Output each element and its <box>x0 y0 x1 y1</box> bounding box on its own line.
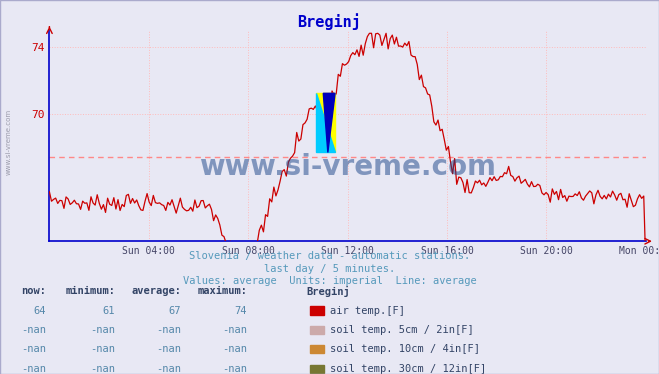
Text: soil temp. 30cm / 12in[F]: soil temp. 30cm / 12in[F] <box>330 364 486 374</box>
Text: -nan: -nan <box>90 364 115 374</box>
Text: soil temp. 5cm / 2in[F]: soil temp. 5cm / 2in[F] <box>330 325 473 335</box>
Text: -nan: -nan <box>156 364 181 374</box>
Text: maximum:: maximum: <box>197 286 247 296</box>
Text: -nan: -nan <box>21 344 46 355</box>
Text: Breginj: Breginj <box>298 13 361 30</box>
Polygon shape <box>324 94 335 153</box>
Text: 67: 67 <box>169 306 181 316</box>
Text: air temp.[F]: air temp.[F] <box>330 306 405 316</box>
Text: 61: 61 <box>103 306 115 316</box>
Text: -nan: -nan <box>156 344 181 355</box>
Text: average:: average: <box>131 286 181 296</box>
Text: www.si-vreme.com: www.si-vreme.com <box>199 153 496 181</box>
Text: last day / 5 minutes.: last day / 5 minutes. <box>264 264 395 274</box>
Text: -nan: -nan <box>90 344 115 355</box>
Text: -nan: -nan <box>21 364 46 374</box>
Polygon shape <box>316 94 335 153</box>
Text: Slovenia / weather data - automatic stations.: Slovenia / weather data - automatic stat… <box>189 251 470 261</box>
Text: Breginj: Breginj <box>306 286 350 297</box>
Text: -nan: -nan <box>156 325 181 335</box>
Text: -nan: -nan <box>90 325 115 335</box>
Text: 64: 64 <box>34 306 46 316</box>
Text: minimum:: minimum: <box>65 286 115 296</box>
Text: www.si-vreme.com: www.si-vreme.com <box>5 109 11 175</box>
Text: Values: average  Units: imperial  Line: average: Values: average Units: imperial Line: av… <box>183 276 476 286</box>
Text: now:: now: <box>21 286 46 296</box>
Polygon shape <box>316 94 335 153</box>
Text: -nan: -nan <box>21 325 46 335</box>
Text: soil temp. 10cm / 4in[F]: soil temp. 10cm / 4in[F] <box>330 344 480 355</box>
Text: -nan: -nan <box>222 364 247 374</box>
Text: 74: 74 <box>235 306 247 316</box>
Text: -nan: -nan <box>222 344 247 355</box>
Text: -nan: -nan <box>222 325 247 335</box>
